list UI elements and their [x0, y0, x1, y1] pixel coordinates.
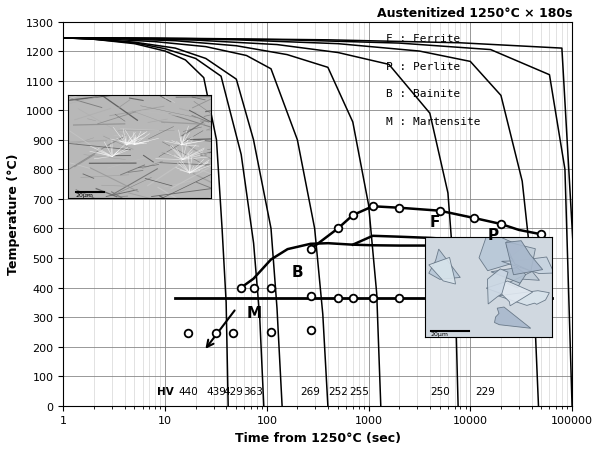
Y-axis label: Temperature (°C): Temperature (°C) — [7, 153, 20, 275]
Text: P: P — [487, 227, 498, 242]
Text: 429: 429 — [224, 386, 244, 396]
Text: M : Martensite: M : Martensite — [386, 117, 481, 127]
Text: 269: 269 — [301, 386, 320, 396]
Text: F : Ferrite: F : Ferrite — [386, 34, 461, 44]
Text: 229: 229 — [475, 386, 495, 396]
Text: 255: 255 — [349, 386, 368, 396]
X-axis label: Time from 1250°C (sec): Time from 1250°C (sec) — [235, 431, 401, 444]
Text: 440: 440 — [179, 386, 199, 396]
Text: 439: 439 — [206, 386, 226, 396]
Text: B : Bainite: B : Bainite — [386, 89, 461, 99]
Text: P : Perlite: P : Perlite — [386, 61, 461, 72]
Text: 252: 252 — [328, 386, 348, 396]
Text: Austenitized 1250°C × 180s: Austenitized 1250°C × 180s — [377, 7, 572, 20]
Text: HV: HV — [157, 386, 173, 396]
Text: F: F — [430, 214, 440, 229]
Text: B: B — [292, 264, 303, 279]
Text: 250: 250 — [430, 386, 449, 396]
Text: 363: 363 — [244, 386, 263, 396]
Text: M: M — [247, 305, 262, 321]
